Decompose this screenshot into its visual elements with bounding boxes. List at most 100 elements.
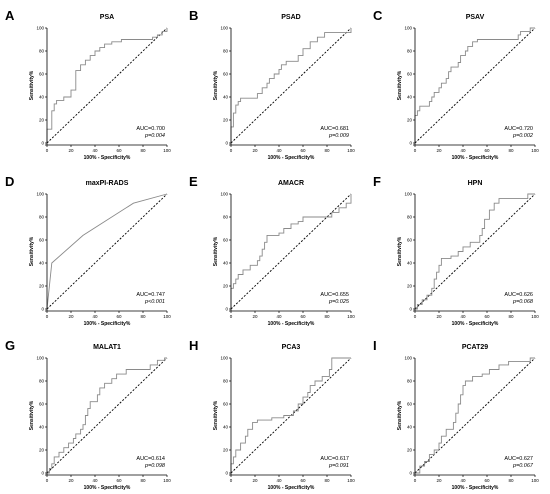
x-tick-label: 20	[252, 148, 258, 153]
y-tick-label: 20	[407, 118, 413, 123]
y-tick-label: 60	[223, 72, 229, 77]
x-tick-label: 100	[347, 314, 355, 319]
y-axis-label: Sensitivity%	[397, 400, 403, 430]
reference-diagonal	[230, 27, 352, 144]
y-tick-label: 60	[39, 72, 45, 77]
y-tick-label: 100	[404, 192, 412, 197]
x-axis-label: 100% - Specificity%	[452, 321, 499, 327]
y-tick-label: 0	[409, 471, 412, 476]
x-tick-label: 0	[46, 148, 49, 153]
x-tick-label: 60	[484, 148, 490, 153]
roc-curve	[230, 28, 352, 143]
y-tick-label: 40	[407, 261, 413, 266]
y-tick-label: 80	[407, 215, 413, 220]
roc-panel-b: B PSAD 0 20 40 60 80 100 0 20 40 60 80 100 100% - Spec…	[189, 8, 355, 161]
p-value: p<0.001	[144, 299, 165, 305]
x-tick-label: 40	[460, 148, 466, 153]
x-tick-label: 0	[230, 148, 233, 153]
panel-title: maxPI-RADS	[86, 180, 129, 187]
x-tick-label: 20	[436, 478, 442, 483]
p-value: p=0.068	[512, 299, 534, 305]
roc-curve	[46, 193, 168, 310]
x-tick-label: 20	[252, 314, 258, 319]
x-tick-label: 20	[68, 148, 74, 153]
panel-title: PCAT29	[462, 344, 488, 351]
x-tick-label: 80	[508, 478, 514, 483]
y-tick-label: 100	[220, 192, 228, 197]
panel-letter: B	[189, 8, 198, 23]
y-tick-label: 0	[409, 141, 412, 146]
y-tick-label: 0	[225, 307, 228, 312]
reference-diagonal	[46, 193, 168, 310]
roc-curve	[46, 28, 168, 143]
x-axis-label: 100% - Specificity%	[84, 155, 131, 161]
x-tick-label: 40	[276, 314, 282, 319]
p-value: p=0.067	[512, 463, 534, 469]
y-tick-label: 0	[225, 471, 228, 476]
auc-value: AUC=0.655	[320, 292, 349, 298]
auc-value: AUC=0.681	[320, 126, 349, 132]
x-tick-label: 40	[460, 478, 466, 483]
y-axis-label: Sensitivity%	[397, 236, 403, 266]
auc-value: AUC=0.720	[504, 126, 533, 132]
x-tick-label: 40	[276, 478, 282, 483]
panel-title: AMACR	[278, 180, 304, 187]
panel-title: PCA3	[282, 344, 301, 351]
x-axis-label: 100% - Specificity%	[268, 321, 315, 327]
x-axis-label: 100% - Specificity%	[452, 485, 499, 491]
y-tick-label: 40	[39, 425, 45, 430]
panel-letter: H	[189, 338, 198, 353]
y-tick-label: 60	[39, 238, 45, 243]
y-tick-label: 40	[223, 261, 229, 266]
y-axis-label: Sensitivity%	[29, 236, 35, 266]
x-tick-label: 20	[436, 314, 442, 319]
x-tick-label: 80	[140, 314, 146, 319]
x-tick-label: 100	[163, 478, 171, 483]
auc-value: AUC=0.627	[504, 456, 533, 462]
x-axis-label: 100% - Specificity%	[268, 485, 315, 491]
p-value: p=0.002	[512, 133, 533, 139]
x-tick-label: 0	[230, 478, 233, 483]
x-tick-label: 60	[300, 314, 306, 319]
x-tick-label: 80	[324, 478, 330, 483]
auc-value: AUC=0.700	[136, 126, 165, 132]
panel-letter: E	[189, 174, 198, 189]
x-tick-label: 100	[531, 148, 539, 153]
p-value: p=0.025	[328, 299, 350, 305]
x-tick-label: 60	[484, 478, 490, 483]
x-tick-label: 60	[484, 314, 490, 319]
y-tick-label: 0	[41, 307, 44, 312]
y-tick-label: 40	[223, 425, 229, 430]
y-tick-label: 20	[39, 284, 45, 289]
x-axis-label: 100% - Specificity%	[268, 155, 315, 161]
x-tick-label: 80	[508, 148, 514, 153]
y-tick-label: 20	[223, 118, 229, 123]
y-tick-label: 20	[223, 284, 229, 289]
y-tick-label: 80	[39, 379, 45, 384]
y-tick-label: 80	[407, 379, 413, 384]
roc-panel-a: A PSA 0 20 40 60 80 100 0 20 40 60 80 100 100% - Speci…	[5, 8, 171, 161]
x-tick-label: 40	[92, 314, 98, 319]
roc-curve	[230, 194, 352, 309]
x-tick-label: 80	[324, 148, 330, 153]
x-tick-label: 20	[68, 478, 74, 483]
panel-letter: C	[373, 8, 383, 23]
y-tick-label: 20	[39, 118, 45, 123]
y-tick-label: 40	[223, 95, 229, 100]
reference-diagonal	[414, 357, 536, 474]
x-tick-label: 0	[414, 314, 417, 319]
x-tick-label: 60	[300, 148, 306, 153]
reference-diagonal	[230, 193, 352, 310]
x-tick-label: 0	[46, 478, 49, 483]
x-tick-label: 80	[508, 314, 514, 319]
y-tick-label: 60	[407, 72, 413, 77]
panel-title: HPN	[468, 180, 483, 187]
y-tick-label: 80	[407, 49, 413, 54]
y-tick-label: 80	[39, 215, 45, 220]
roc-panel-h: H PCA3 0 20 40 60 80 100 0 20 40 60 80 100 100% - Spec…	[189, 338, 355, 491]
y-tick-label: 40	[39, 261, 45, 266]
roc-curve	[230, 357, 351, 473]
x-tick-label: 40	[276, 148, 282, 153]
x-tick-label: 0	[414, 478, 417, 483]
y-tick-label: 20	[39, 448, 45, 453]
